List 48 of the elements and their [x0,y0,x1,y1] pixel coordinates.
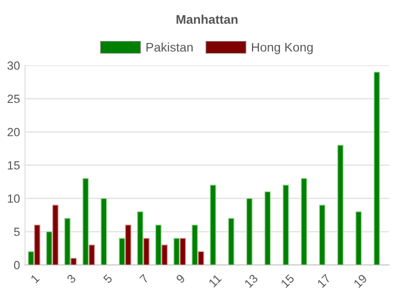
x-tick-label: 11 [208,274,222,288]
bar [180,238,186,265]
bar [34,224,40,265]
bar [246,198,253,265]
x-tick-label: 5 [102,274,113,284]
bar [374,72,380,265]
bar [264,191,271,265]
bar [300,178,308,265]
bar [82,178,89,265]
bar [28,251,34,265]
y-tick-label: 25 [8,94,20,104]
x-tick-label: 13 [244,274,258,288]
bar [118,238,126,265]
bar [337,144,344,265]
bar [137,211,144,265]
bar [319,204,326,265]
x-tick-label: 7 [139,274,149,284]
y-tick-label: 30 [7,61,20,70]
y-tick-label: 20 [8,128,20,136]
legend-label: Hong Kong [252,42,313,54]
bar [143,238,150,265]
bar [198,251,204,265]
bar [210,184,216,265]
bar [64,218,71,265]
x-tick-label: 1 [30,274,40,284]
x-tick-label: 17 [316,274,331,288]
x-tick-label: 9 [176,274,186,284]
bar [173,238,180,265]
x-tick-label: 3 [66,274,76,284]
bar [282,184,289,265]
y-tick-label: 15 [8,161,20,170]
bar [161,244,168,265]
y-tick-label: 5 [14,228,20,236]
bar [355,211,362,265]
y-tick-label: 0 [14,260,20,270]
bar [228,218,234,265]
x-tick-label: 19 [353,274,368,288]
bar [100,198,107,265]
x-tick-label: 15 [280,274,295,288]
bar [192,224,198,265]
bar [88,244,95,265]
legend-label: Pakistan [146,42,193,52]
bar [125,224,132,265]
bar [46,231,52,265]
y-tick-label: 10 [8,194,20,203]
chart-title: Manhattan [176,14,238,24]
bar [52,204,59,265]
bar [155,224,162,265]
